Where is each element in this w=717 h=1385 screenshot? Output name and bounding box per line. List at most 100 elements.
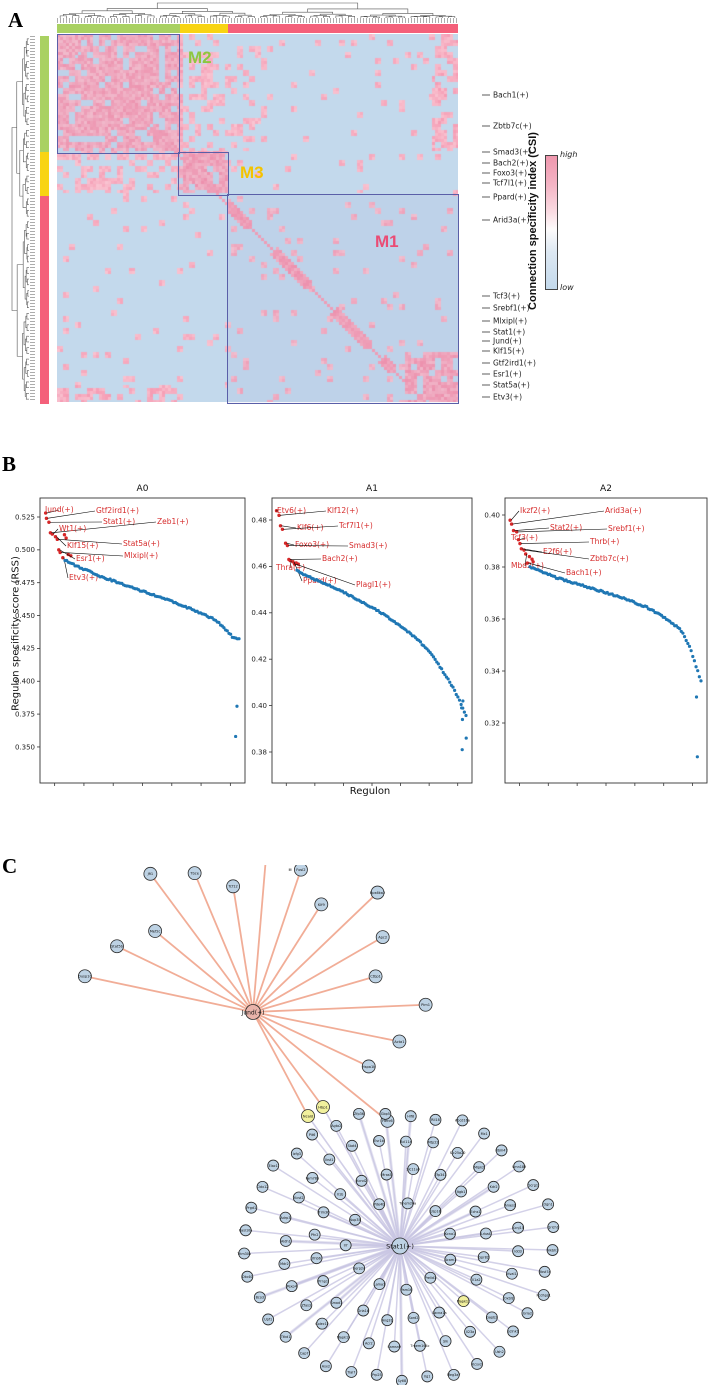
- ring-edge: [303, 1245, 401, 1354]
- ring-node-circle: [444, 1227, 456, 1240]
- red-dot: [508, 518, 512, 522]
- ring-edge: [298, 1196, 401, 1247]
- ring-node-circle: [238, 1247, 251, 1260]
- ring-node-label: Meg3a7: [447, 1373, 461, 1377]
- gene-label: Gtf2ird1(+): [493, 359, 536, 368]
- dendrogram-branch: [423, 16, 431, 18]
- ring-node-label: Stat4: [347, 1144, 356, 1148]
- regulon-label: Mbd2(+): [511, 561, 544, 570]
- ring-node-label: Zfp341: [434, 1173, 446, 1177]
- ring-node-circle: [479, 1227, 492, 1240]
- dendrogram-branch: [163, 15, 177, 17]
- blue-outlier-dot: [464, 736, 468, 740]
- csi-heatmap: [57, 34, 458, 402]
- dendrogram-branch: [169, 13, 196, 16]
- red-dot: [43, 511, 48, 515]
- ring-edge: [399, 1245, 471, 1333]
- gene-label: Jund(+): [492, 337, 522, 346]
- blue-dot: [441, 670, 445, 675]
- ring-node-label: Gapb2: [486, 1316, 497, 1320]
- ring-edge: [311, 1177, 401, 1247]
- blue-dot: [464, 713, 468, 718]
- label-leader-line: [510, 510, 520, 521]
- ring-node-circle: [279, 1330, 292, 1343]
- ring-node-label: Kcst2: [294, 1196, 303, 1200]
- ring-edge: [285, 1245, 401, 1338]
- dendrogram-branch: [23, 321, 26, 346]
- y-tick-label: 0.400: [15, 678, 35, 686]
- red-dot: [285, 543, 290, 548]
- ring-node-label: Colec12: [315, 1322, 329, 1326]
- jund-hub-label: Jund(+): [241, 1009, 265, 1016]
- ring-node-label: Zfp36: [354, 1112, 364, 1116]
- blue-dot: [457, 698, 462, 702]
- dendrogram-branch: [385, 16, 393, 18]
- blue-dot: [386, 615, 390, 619]
- fan-edge: [116, 945, 254, 1013]
- label-leader-line: [514, 527, 550, 531]
- dendrogram-branch: [360, 16, 368, 18]
- ring-node-label: Trim30a: [236, 1252, 251, 1256]
- fan-node-circle: [294, 865, 308, 877]
- ring-node-label: Il1a2: [472, 1278, 480, 1282]
- fan-node-circle: [370, 885, 385, 900]
- label-leader-line: [46, 509, 60, 514]
- regulon-label: Plagl1(+): [356, 580, 391, 589]
- dendrogram-branch: [22, 184, 27, 208]
- dendrogram-branch: [97, 16, 105, 18]
- dendrogram-branch: [26, 335, 28, 343]
- regulon-label: Ikzf2(+): [520, 506, 550, 515]
- ring-node-circle: [279, 1235, 292, 1247]
- gene-label: Tcf3(+): [492, 292, 520, 301]
- dendrogram-branch: [24, 230, 27, 254]
- ring-node-circle: [334, 1188, 347, 1201]
- colorbar-high-label: high: [560, 150, 578, 159]
- fan-node-label: Jfi1: [147, 872, 154, 876]
- regulon-label: Tcf7l1(+): [338, 521, 373, 530]
- ring-node-circle: [504, 1199, 517, 1212]
- ring-node-circle: [457, 1295, 470, 1308]
- ring-node-circle: [298, 1347, 311, 1360]
- blue-dot: [459, 702, 463, 707]
- ring-node-circle: [310, 1252, 323, 1265]
- dendrogram-branch: [26, 141, 28, 148]
- ring-node-label: Il23a: [466, 1330, 474, 1334]
- panel-c-letter: C: [2, 854, 18, 878]
- ring-node-circle: [339, 1239, 352, 1252]
- ring-node-label: Ang31: [382, 1318, 393, 1322]
- dendrogram-branch: [26, 49, 28, 57]
- ring-node-circle: [456, 1114, 469, 1127]
- ring-node-label: Nup35: [350, 1218, 361, 1222]
- ring-edge-thick: [398, 1245, 404, 1381]
- ring-node-label: Echs1: [470, 1210, 480, 1214]
- ring-node-label: Slc25a20: [450, 1151, 466, 1155]
- fan-node-circle: [226, 879, 240, 894]
- shared-node-label: Hbp1: [318, 1105, 328, 1109]
- ring-node-label: Arxes2: [504, 1203, 516, 1207]
- fan-node-circle: [368, 969, 383, 984]
- dendrogram-branch: [24, 384, 27, 397]
- ring-node-circle: [527, 1179, 540, 1191]
- ring-node-circle: [478, 1127, 491, 1140]
- y-tick-label: 0.32: [484, 719, 500, 727]
- fan-node-label: Mef2c: [150, 929, 161, 933]
- ring-node-circle: [316, 1317, 329, 1330]
- ring-edge: [245, 1229, 401, 1247]
- red-dot: [519, 547, 524, 551]
- ring-edge: [305, 1245, 401, 1306]
- panel-a-letter: A: [8, 8, 24, 32]
- ring-node-circle: [521, 1307, 534, 1320]
- gene-label: Bach1(+): [493, 91, 529, 100]
- dendrogram-branch: [27, 221, 29, 228]
- dendrogram-branch: [26, 164, 29, 171]
- ring-node-circle: [512, 1245, 525, 1258]
- ring-node-label: Ilg1: [424, 1375, 430, 1379]
- gene-label: Bach2(+): [493, 159, 529, 168]
- fan-node-circle: [110, 939, 124, 954]
- gene-label: Arid3a(+): [493, 216, 530, 225]
- ring-node-circle: [253, 1291, 266, 1304]
- row-micro-labels: [30, 36, 35, 402]
- ring-node-circle: [345, 1366, 358, 1378]
- dendrogram-branch: [172, 16, 180, 18]
- fan-node-circle: [148, 924, 163, 938]
